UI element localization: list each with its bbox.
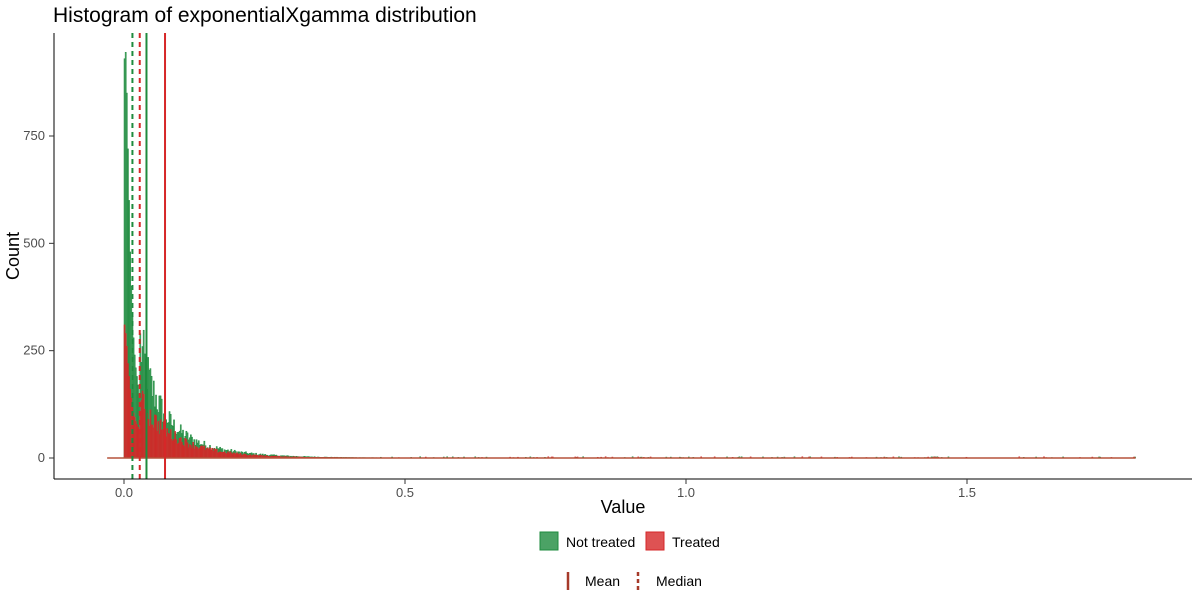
y-tick-label: 750 [23,128,45,143]
legend-label-treated: Treated [672,534,720,550]
y-axis-ticks: 0 250 500 750 [23,128,54,465]
chart-title: Histogram of exponentialXgamma distribut… [53,4,477,27]
x-tick-label: 1.5 [958,485,976,500]
legend-label-mean: Mean [585,573,620,589]
legend-lines: Mean Median [566,572,702,590]
x-tick-label: 0.5 [396,485,414,500]
legend-label-not-treated: Not treated [566,534,635,550]
x-axis-ticks: 0.0 0.5 1.0 1.5 [115,479,976,500]
legend-swatch-not-treated [539,531,559,551]
plot-area [107,33,1136,479]
not-treated-bars [123,52,1136,459]
y-tick-label: 250 [23,343,45,358]
y-tick-label: 0 [38,450,45,465]
treated-bars [123,324,1135,459]
legend-label-median: Median [656,573,702,589]
stat-lines [107,33,1136,479]
y-axis-title: Count [3,232,23,280]
legend-swatch-treated [645,531,665,551]
x-tick-label: 1.0 [677,485,695,500]
y-tick-label: 500 [23,235,45,250]
legend-fill: Not treated Treated [539,531,720,551]
x-tick-label: 0.0 [115,485,133,500]
x-axis-title: Value [601,497,646,517]
